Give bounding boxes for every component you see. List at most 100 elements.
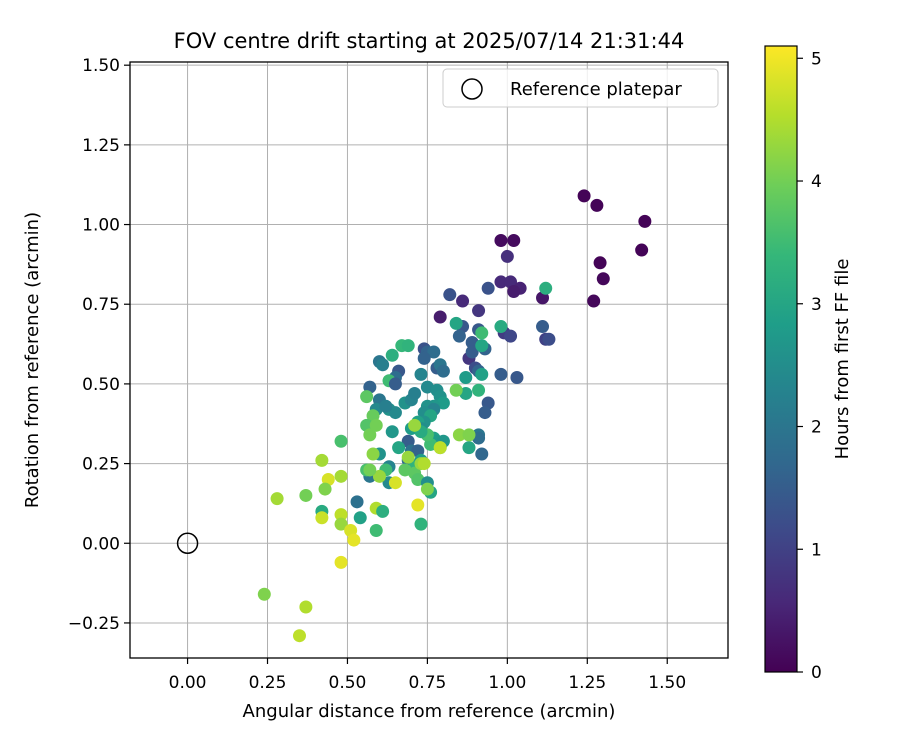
data-point (436, 364, 450, 378)
data-point (596, 272, 610, 286)
colorbar: 0 1 2 3 4 5 Hours from first FF file (764, 45, 853, 683)
data-point (334, 555, 348, 569)
data-point (475, 447, 489, 461)
colorbar-tick-label: 3 (811, 295, 822, 315)
colorbar-tick-label: 5 (811, 49, 822, 69)
data-point (392, 441, 406, 455)
colorbar-gradient (765, 46, 797, 672)
data-point (475, 339, 489, 353)
data-point (449, 383, 463, 397)
y-axis-ticks: −0.25 0.00 0.25 0.50 0.75 1.00 1.25 1.50 (68, 56, 130, 634)
data-point (504, 329, 518, 343)
data-point (456, 294, 470, 308)
data-point (593, 256, 607, 270)
data-point (475, 326, 489, 340)
data-point (408, 418, 422, 432)
y-tick-label: 1.25 (82, 136, 120, 156)
data-point (363, 428, 377, 442)
data-point (449, 316, 463, 330)
data-point (408, 386, 422, 400)
x-tick-label: 0.25 (249, 673, 287, 693)
data-point (363, 463, 377, 477)
data-point (452, 329, 466, 343)
data-point (590, 198, 604, 212)
y-tick-label: 1.50 (82, 56, 120, 76)
legend-marker-icon (461, 78, 483, 100)
y-axis-title: Rotation from reference (arcmin) (22, 212, 43, 508)
data-point (542, 332, 556, 346)
data-point (577, 189, 591, 203)
data-point (353, 511, 367, 525)
data-point (376, 504, 390, 518)
data-point (507, 284, 521, 298)
data-point (427, 345, 441, 359)
data-point (318, 482, 332, 496)
data-point (452, 428, 466, 442)
data-point (299, 600, 313, 614)
x-tick-label: 1.50 (648, 673, 686, 693)
data-point (478, 406, 492, 420)
data-point (385, 348, 399, 362)
data-point (443, 288, 457, 302)
data-point (417, 351, 431, 365)
data-point (334, 517, 348, 531)
data-point (500, 249, 514, 263)
data-point (475, 367, 489, 381)
data-point (472, 304, 486, 318)
legend-label: Reference platepar (510, 79, 682, 100)
data-point (369, 524, 383, 538)
colorbar-frame (764, 45, 798, 673)
data-point (334, 508, 348, 522)
data-point (372, 469, 386, 483)
reference-platepar-marker (176, 532, 199, 555)
plot-area (129, 61, 729, 659)
data-point (433, 441, 447, 455)
data-point (299, 488, 313, 502)
data-point (388, 476, 402, 490)
grid (130, 62, 728, 658)
x-axis-ticks: 0.00 0.25 0.50 0.75 1.00 1.25 1.50 (169, 658, 686, 693)
data-point (539, 281, 553, 295)
colorbar-tick-label: 1 (811, 540, 822, 560)
data-point (414, 517, 428, 531)
data-point (417, 457, 431, 471)
data-point (388, 406, 402, 420)
data-point (420, 482, 434, 496)
data-point (411, 498, 425, 512)
data-point (510, 371, 524, 385)
data-point (494, 320, 508, 334)
data-point (459, 371, 473, 385)
x-tick-label: 1.25 (568, 673, 606, 693)
x-tick-label: 1.00 (488, 673, 526, 693)
data-point (536, 320, 550, 334)
data-point (481, 281, 495, 295)
data-points (257, 189, 652, 643)
data-point (350, 495, 364, 509)
data-point (334, 469, 348, 483)
data-point (347, 533, 361, 547)
data-point (334, 434, 348, 448)
x-tick-label: 0.00 (169, 673, 207, 693)
data-point (462, 441, 476, 455)
data-point (465, 345, 479, 359)
data-point (638, 214, 652, 228)
data-point (379, 399, 393, 413)
colorbar-tick-label: 4 (811, 172, 822, 192)
data-point (401, 450, 415, 464)
legend: Reference platepar (442, 68, 719, 108)
data-point (494, 233, 508, 247)
legend-box (442, 68, 719, 108)
y-tick-label: 0.75 (82, 295, 120, 315)
data-point (388, 377, 402, 391)
data-point (494, 275, 508, 289)
colorbar-title: Hours from first FF file (832, 259, 853, 460)
data-point (385, 425, 399, 439)
colorbar-tick-label: 2 (811, 418, 822, 438)
data-point (494, 367, 508, 381)
data-point (587, 294, 601, 308)
y-tick-label: 0.25 (82, 455, 120, 475)
data-point (472, 383, 486, 397)
data-point (315, 453, 329, 467)
data-point (507, 233, 521, 247)
x-tick-label: 0.75 (408, 673, 446, 693)
